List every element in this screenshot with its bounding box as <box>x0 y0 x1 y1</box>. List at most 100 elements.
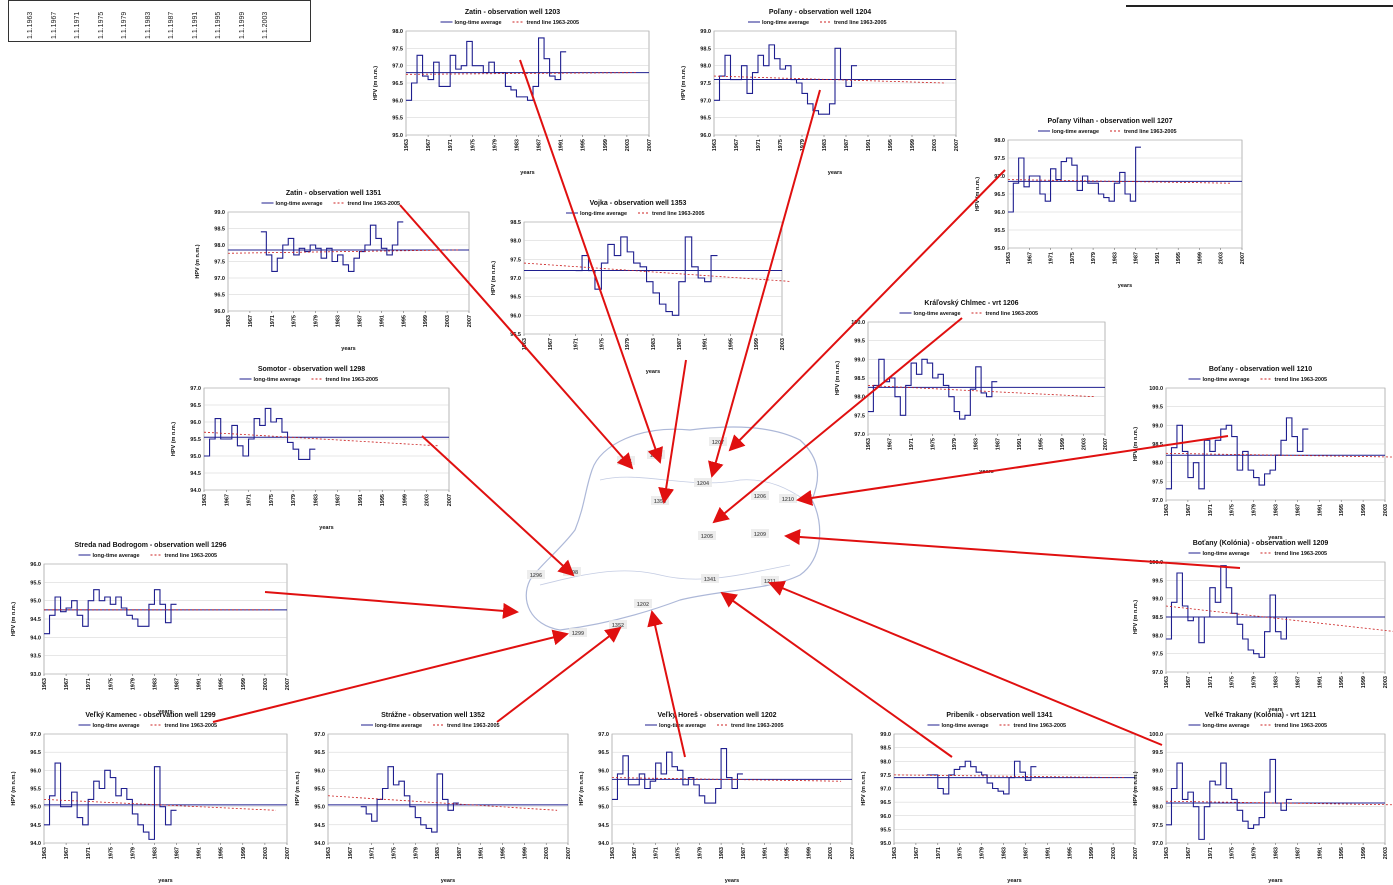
x-tick-label: 1971 <box>270 315 276 327</box>
y-tick-label: 97.0 <box>1152 670 1163 676</box>
x-tick-label: 1971 <box>909 438 915 450</box>
x-tick-label: 1979 <box>980 847 986 859</box>
x-tick-label: 1995 <box>1339 504 1345 516</box>
x-tick-label: 1967 <box>248 315 254 327</box>
x-tick-label: 1983 <box>651 338 657 350</box>
y-tick-label: 97.0 <box>214 276 225 282</box>
x-tick-label: 1971 <box>448 139 454 151</box>
x-tick-label: 2007 <box>954 139 960 151</box>
x-tick-label: 1999 <box>1361 847 1367 859</box>
y-tick-label: 96.5 <box>392 81 403 87</box>
x-tick-label: 1995 <box>401 315 407 327</box>
x-tick-label: 1971 <box>756 139 762 151</box>
y-tick-label: 99.0 <box>214 210 225 216</box>
chart-title: Streda nad Bodrogom - observation well 1… <box>74 542 226 549</box>
legend-trend-label: trend line 1963-2005 <box>1124 129 1177 135</box>
x-tick-label: 1987 <box>1295 676 1301 688</box>
y-tick-label: 97.5 <box>392 46 403 52</box>
x-tick-label: 1991 <box>379 315 385 327</box>
x-axis-label: years <box>828 170 842 176</box>
chart-panel: Pribeník - observation well 1341 long-tim… <box>861 712 1139 884</box>
y-tick-label: 95.0 <box>598 805 609 811</box>
x-tick-label: 1967 <box>64 847 70 859</box>
trend-line <box>203 431 438 447</box>
chart-panel: Poľany - observation well 1204 long-time … <box>681 9 960 176</box>
x-tick-label: 1975 <box>292 315 298 327</box>
x-tick-label: 2003 <box>932 139 938 151</box>
x-tick-label: 1963 <box>42 847 48 859</box>
y-tick-label: 95.5 <box>30 580 41 586</box>
y-tick-label: 97.0 <box>30 732 41 738</box>
y-axis-label: HPV (m n.m.) <box>295 771 301 805</box>
map-marker-label: 1210 <box>782 497 794 503</box>
legend-trend-label: trend line 1963-2005 <box>652 211 705 217</box>
y-tick-label: 98.5 <box>854 376 865 382</box>
x-tick-label: 1983 <box>1002 847 1008 859</box>
x-tick-label: 1999 <box>1197 252 1203 264</box>
map-marker-label: 1203 <box>650 453 662 459</box>
x-tick-label: 1995 <box>1038 438 1044 450</box>
y-tick-label: 98.5 <box>510 220 521 226</box>
y-tick-label: 96.0 <box>880 814 891 820</box>
y-tick-label: 98.0 <box>1152 633 1163 639</box>
y-axis-label: HPV (m n.m.) <box>491 261 497 295</box>
x-tick-label: 1983 <box>719 847 725 859</box>
y-tick-label: 98.5 <box>880 746 891 752</box>
x-axis-label: years <box>725 878 739 884</box>
x-tick-label: 2007 <box>850 847 856 859</box>
y-tick-label: 94.5 <box>190 471 201 477</box>
x-tick-label: 1995 <box>728 338 734 350</box>
y-tick-label: 98.5 <box>214 227 225 233</box>
y-tick-label: 96.0 <box>510 313 521 319</box>
x-tick-label: 1967 <box>632 847 638 859</box>
y-tick-label: 99.5 <box>854 339 865 345</box>
y-tick-label: 98.5 <box>1152 442 1163 448</box>
y-tick-label: 98.0 <box>700 64 711 70</box>
x-tick-label: 1987 <box>1295 504 1301 516</box>
y-tick-label: 96.0 <box>30 768 41 774</box>
y-tick-label: 98.0 <box>994 138 1005 144</box>
map-outline <box>525 426 821 631</box>
y-tick-label: 98.0 <box>392 29 403 35</box>
x-tick-label: 2007 <box>1103 438 1109 450</box>
y-tick-label: 98.0 <box>880 759 891 765</box>
legend-trend-label: trend line 1963-2005 <box>1275 723 1328 729</box>
legend-trend-label: trend line 1963-2005 <box>1275 551 1328 557</box>
chart-panel: Poľany Vilhan - observation well 1207 lon… <box>975 118 1246 289</box>
x-tick-label: 1987 <box>741 847 747 859</box>
x-tick-label: 1963 <box>892 847 898 859</box>
x-axis-label: years <box>441 878 455 884</box>
map-marker <box>701 574 719 583</box>
x-tick-label: 1971 <box>936 847 942 859</box>
x-tick-label: 1975 <box>1230 676 1236 688</box>
x-tick-label: 2003 <box>625 139 631 151</box>
y-axis-label: HPV (m n.m.) <box>195 244 201 278</box>
x-tick-label: 1999 <box>910 139 916 151</box>
legend-average-label: long-time average <box>375 723 422 729</box>
y-tick-label: 95.5 <box>994 228 1005 234</box>
map-marker-label: 1202 <box>637 602 649 608</box>
y-tick-label: 95.5 <box>190 437 201 443</box>
x-tick-label: 1979 <box>314 315 320 327</box>
x-tick-label: 1983 <box>822 139 828 151</box>
legend-trend-label: trend line 1963-2005 <box>1014 723 1067 729</box>
y-tick-label: 96.0 <box>314 768 325 774</box>
x-tick-label: 2003 <box>1081 438 1087 450</box>
y-tick-label: 97.0 <box>854 432 865 438</box>
x-tick-label: 1991 <box>866 139 872 151</box>
trend-line <box>1007 179 1232 184</box>
legend-trend-label: trend line 1963-2005 <box>1275 377 1328 383</box>
x-tick-label: 1995 <box>1339 676 1345 688</box>
series-line <box>260 221 404 272</box>
x-tick-label: 1975 <box>470 139 476 151</box>
y-tick-label: 94.0 <box>30 841 41 847</box>
x-tick-label: 1967 <box>888 438 894 450</box>
y-tick-label: 95.0 <box>392 133 403 139</box>
map-marker <box>751 529 769 538</box>
y-tick-label: 97.0 <box>190 386 201 392</box>
x-tick-label: 1987 <box>336 494 342 506</box>
x-axis-label: years <box>1268 878 1282 884</box>
y-tick-label: 95.0 <box>994 246 1005 252</box>
x-axis-label: years <box>1118 283 1132 289</box>
x-tick-label: 1991 <box>197 847 203 859</box>
